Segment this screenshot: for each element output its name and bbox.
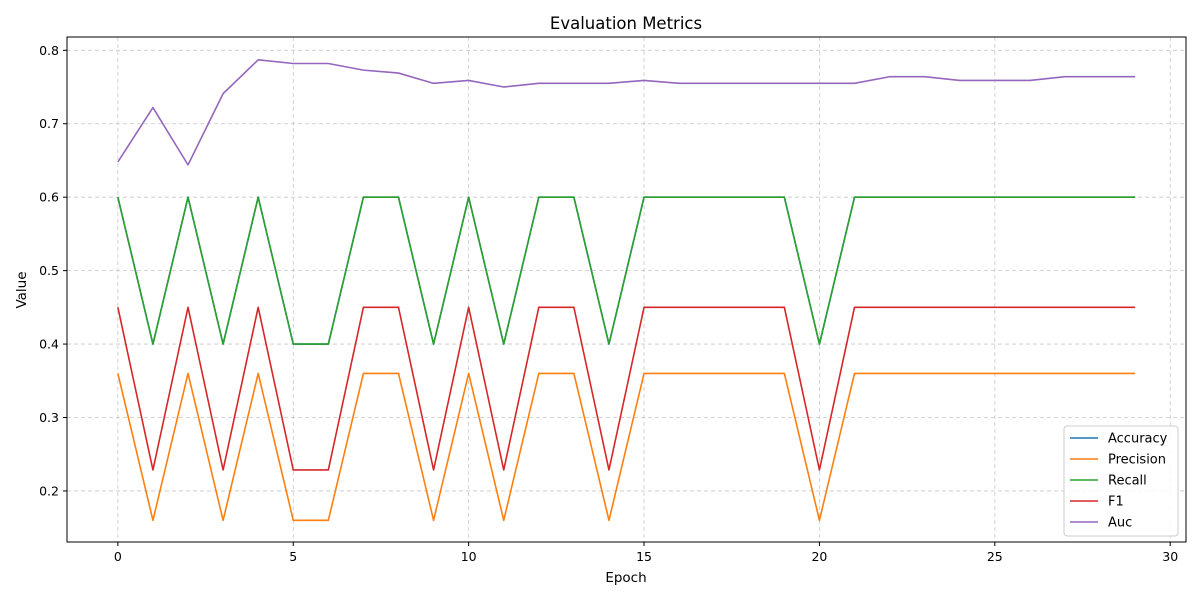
series-line-precision <box>117 372 1136 522</box>
y-tick-label: 0.8 <box>39 43 59 58</box>
y-tick-label: 0.5 <box>39 263 59 278</box>
legend-label-precision: Precision <box>1108 453 1166 468</box>
y-tick-label: 0.2 <box>39 483 59 498</box>
series-line-auc <box>117 59 1136 166</box>
series-line-f1 <box>117 306 1136 471</box>
x-axis-label: Epoch <box>605 570 646 586</box>
x-tick-label: 15 <box>636 549 652 564</box>
x-tick-label: 10 <box>461 549 477 564</box>
legend: Accuracy Precision Recall F1 Auc <box>1063 425 1179 537</box>
x-tick-label: 20 <box>811 549 827 564</box>
plot-frame <box>66 36 1187 543</box>
legend-label-auc: Auc <box>1108 516 1132 531</box>
x-tick-label: 5 <box>289 549 297 564</box>
x-tick-label: 0 <box>114 549 122 564</box>
y-tick-label: 0.4 <box>39 337 59 352</box>
chart-title: Evaluation Metrics <box>550 14 702 33</box>
axis-ticks: 0 5 10 15 20 25 30 0.2 0.3 0.4 0.5 0.6 0.7 0.8 <box>39 43 1178 564</box>
y-tick-label: 0.7 <box>39 116 59 131</box>
legend-label-recall: Recall <box>1108 474 1147 489</box>
x-tick-label: 25 <box>987 549 1003 564</box>
y-tick-label: 0.6 <box>39 190 59 205</box>
legend-label-f1: F1 <box>1108 495 1124 510</box>
legend-label-accuracy: Accuracy <box>1108 432 1168 447</box>
y-axis-label: Value <box>14 271 30 308</box>
series-lines <box>117 59 1136 522</box>
x-tick-label: 30 <box>1162 549 1178 564</box>
legend-box <box>1063 425 1179 537</box>
y-tick-label: 0.3 <box>39 410 59 425</box>
series-line-recall <box>117 196 1136 345</box>
